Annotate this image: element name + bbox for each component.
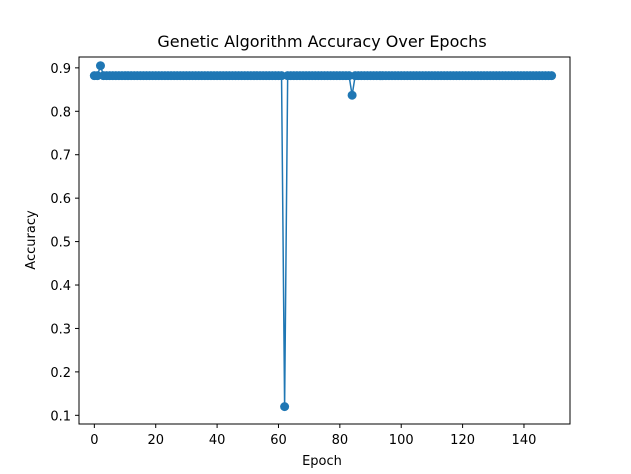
y-tick-label: 0.4 bbox=[50, 279, 71, 294]
x-axis-label: Epoch bbox=[302, 454, 342, 469]
x-tick-label: 120 bbox=[450, 433, 475, 448]
data-point bbox=[280, 402, 290, 412]
x-tick-label: 100 bbox=[389, 433, 414, 448]
x-tick-label: 140 bbox=[512, 433, 537, 448]
data-point bbox=[95, 61, 105, 71]
plot-frame bbox=[78, 56, 571, 425]
y-tick-label: 0.6 bbox=[50, 192, 71, 207]
y-tick-label: 0.1 bbox=[50, 409, 71, 424]
x-tick-label: 20 bbox=[147, 433, 164, 448]
plot-series bbox=[89, 61, 557, 412]
y-tick-label: 0.3 bbox=[50, 322, 71, 337]
data-point bbox=[547, 71, 557, 81]
x-tick-label: 60 bbox=[270, 433, 287, 448]
chart-title: Genetic Algorithm Accuracy Over Epochs bbox=[157, 32, 486, 51]
y-tick-label: 0.5 bbox=[50, 236, 71, 251]
x-tick-label: 80 bbox=[332, 433, 349, 448]
y-tick-label: 0.7 bbox=[50, 149, 71, 164]
y-tick-label: 0.9 bbox=[50, 62, 71, 77]
x-tick-label: 40 bbox=[209, 433, 226, 448]
y-tick-label: 0.8 bbox=[50, 105, 71, 120]
y-axis-label: Accuracy bbox=[24, 210, 39, 270]
data-point bbox=[347, 90, 357, 100]
x-tick-label: 0 bbox=[90, 433, 98, 448]
y-tick-label: 0.2 bbox=[50, 366, 71, 381]
axis-ticks: 0 20 40 60 80 100 120 140 0.1 0.2 0.3 0.4 0.5 0.6 0.7 0… bbox=[50, 62, 536, 448]
